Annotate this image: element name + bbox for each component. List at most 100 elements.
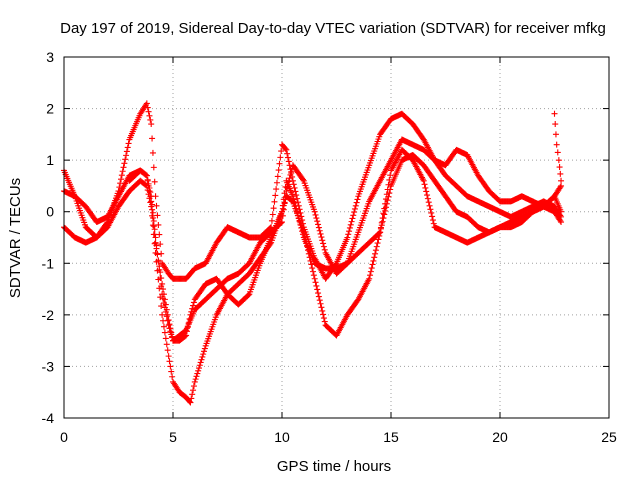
data-point <box>420 177 427 184</box>
y-tick-labels: -4 -3 -2 -1 0 1 2 3 <box>42 49 55 426</box>
data-point <box>245 292 252 299</box>
x-tick-label: 5 <box>169 429 177 445</box>
data-point <box>160 317 167 324</box>
x-tick-label: 10 <box>274 429 290 445</box>
data-point <box>194 370 201 377</box>
data-point <box>149 206 156 213</box>
x-tick-label: 20 <box>492 429 508 445</box>
data-point <box>201 345 208 352</box>
data-point <box>122 156 129 163</box>
data-point <box>369 261 376 268</box>
data-point <box>199 353 206 360</box>
data-point <box>316 227 323 234</box>
data-point <box>421 181 428 188</box>
data-point <box>371 254 378 261</box>
y-tick-label: 3 <box>46 49 54 65</box>
data-point <box>321 246 328 253</box>
data-point <box>296 218 303 225</box>
data-point <box>310 272 317 279</box>
data-point <box>292 202 299 209</box>
x-axis-label: GPS time / hours <box>277 458 391 475</box>
data-point <box>320 311 327 318</box>
data-point <box>282 145 289 152</box>
data-point <box>321 318 328 325</box>
data-point <box>273 179 280 186</box>
data-point <box>123 152 130 159</box>
data-point <box>146 112 153 119</box>
data-point <box>553 141 560 148</box>
series-track-d <box>126 146 565 344</box>
data-point <box>319 307 326 314</box>
data-point <box>294 195 301 202</box>
data-point <box>378 219 385 226</box>
series-track-e <box>551 110 565 184</box>
data-point <box>277 154 284 161</box>
data-point <box>156 285 163 292</box>
data-point <box>349 215 356 222</box>
data-point <box>158 275 165 282</box>
data-point <box>164 311 171 318</box>
data-point <box>288 170 295 177</box>
data-point <box>351 209 358 216</box>
data-point <box>125 140 132 147</box>
data-point <box>192 376 199 383</box>
data-point <box>164 347 171 354</box>
data-point <box>278 148 285 155</box>
data-point <box>313 282 320 289</box>
data-point <box>352 202 359 209</box>
data-point <box>157 241 164 248</box>
data-point <box>184 324 191 331</box>
data-point <box>190 387 197 394</box>
x-tick-label: 15 <box>383 429 399 445</box>
y-tick-label: 1 <box>46 152 54 168</box>
data-point <box>152 193 159 200</box>
data-point <box>147 116 154 123</box>
data-point <box>557 217 564 224</box>
data-point <box>183 328 190 335</box>
data-point <box>283 146 290 153</box>
data-point <box>169 333 176 340</box>
axis-ticks <box>63 56 610 419</box>
data-point <box>387 172 394 179</box>
data-point <box>147 199 154 206</box>
data-point <box>294 212 301 219</box>
data-point <box>151 178 158 185</box>
data-point <box>555 157 562 164</box>
data-point <box>294 209 301 216</box>
data-point <box>424 195 431 202</box>
data-point <box>382 196 389 203</box>
data-point <box>284 150 291 157</box>
data-point <box>375 236 382 243</box>
data-point <box>314 218 321 225</box>
data-point <box>115 188 122 195</box>
data-point <box>354 196 361 203</box>
data-point <box>274 173 281 180</box>
data-point <box>313 215 320 222</box>
data-point <box>197 359 204 366</box>
data-point <box>551 110 558 117</box>
data-point <box>310 268 317 275</box>
x-tick-label: 25 <box>601 429 617 445</box>
data-point <box>162 335 169 342</box>
data-point <box>155 221 162 228</box>
data-point <box>372 247 379 254</box>
data-point <box>309 265 316 272</box>
data-point <box>318 304 325 311</box>
data-point <box>289 193 296 200</box>
data-point <box>372 250 379 257</box>
data-point <box>380 210 387 217</box>
y-tick-label: 0 <box>46 204 54 220</box>
data-point <box>153 202 160 209</box>
data-point <box>161 329 168 336</box>
data-point <box>142 171 149 178</box>
data-point <box>281 190 288 197</box>
data-point <box>185 320 192 327</box>
data-point <box>315 224 322 231</box>
data-point <box>189 305 196 312</box>
data-point <box>124 144 131 151</box>
data-point <box>428 209 435 216</box>
data-point <box>168 368 175 375</box>
data-point <box>558 219 565 226</box>
data-point <box>381 211 388 218</box>
